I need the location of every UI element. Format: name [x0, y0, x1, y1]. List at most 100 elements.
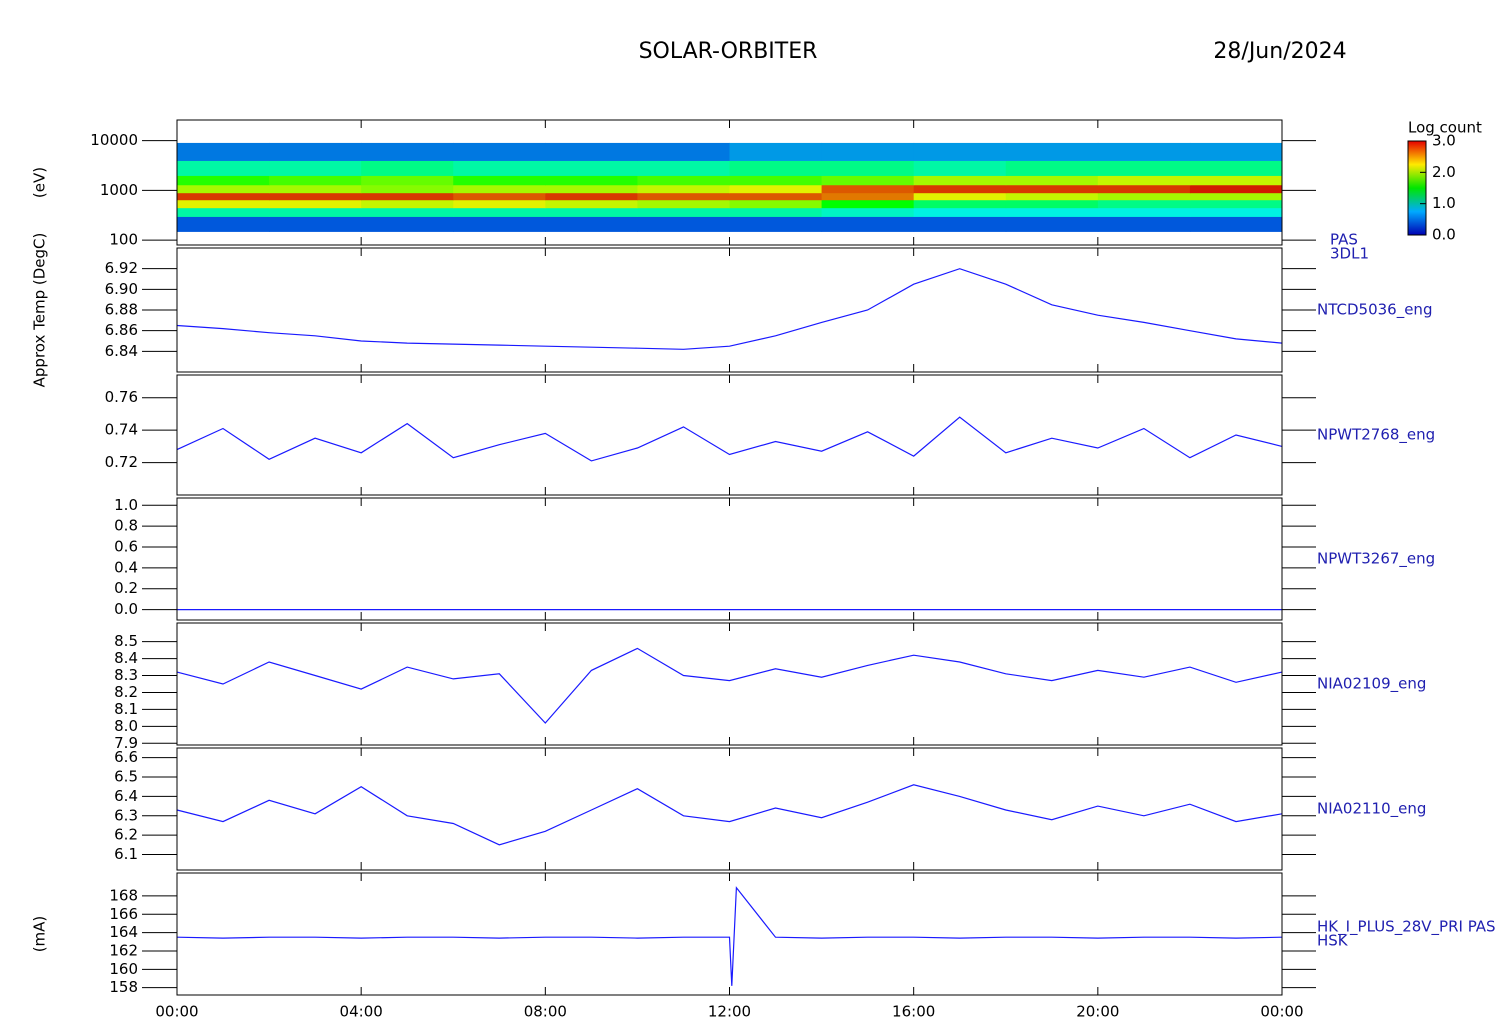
y-tick-label: 8.5 [114, 632, 138, 650]
x-tick-label: 00:00 [1260, 1003, 1303, 1020]
side-label: HSK [1317, 932, 1349, 950]
y-tick-label: 6.6 [114, 748, 138, 766]
heatmap-cell [177, 192, 270, 201]
panel-frame [176, 872, 1283, 996]
y-tick-label: 162 [109, 941, 138, 959]
y-tick-label: 0.6 [114, 538, 138, 556]
y-tick-label: 1000 [100, 181, 138, 199]
heatmap-cell [1005, 199, 1099, 209]
heatmap-cell [545, 175, 638, 186]
heatmap-cell [453, 192, 546, 201]
heatmap-cell [913, 184, 1007, 194]
colorbar-tick-label: 0.0 [1432, 226, 1456, 244]
y-tick-label: 6.92 [105, 259, 138, 277]
heatmap-cell [637, 160, 730, 176]
heatmap-cell [821, 192, 915, 201]
y-tick-label: 0.72 [105, 453, 138, 471]
colorbar-tick-label: 3.0 [1432, 132, 1456, 150]
heatmap-cell [1005, 142, 1099, 161]
heatmap-cell [453, 160, 546, 176]
y-tick-label: 1.0 [114, 496, 138, 514]
heatmap-cell [1189, 207, 1283, 217]
heatmap-cell [269, 207, 362, 217]
heatmap-cell [361, 207, 454, 217]
data-line [176, 784, 1283, 846]
heatmap-cell [545, 184, 638, 194]
heatmap-cell [637, 142, 730, 161]
heatmap-cell [1189, 175, 1283, 186]
heatmap-cell [1097, 142, 1191, 161]
side-label: PAS [1330, 231, 1358, 249]
heatmap-cell [1189, 160, 1283, 176]
panel-frame [176, 374, 1283, 496]
colorbar-tick-label: 2.0 [1432, 163, 1456, 181]
heatmap-cell [821, 199, 915, 209]
data-line [176, 416, 1283, 462]
heatmap-cell [177, 160, 270, 176]
heatmap-cell [729, 207, 823, 217]
heatmap-cell [729, 216, 823, 232]
heatmap-cell [177, 184, 270, 194]
heatmap-cell [729, 142, 823, 161]
heatmap-cell [913, 142, 1007, 161]
chart-title: SOLAR-ORBITER [639, 39, 818, 64]
y-tick-label: 6.5 [114, 768, 138, 786]
heatmap-cell [1005, 207, 1099, 217]
y-tick-label: 0.2 [114, 579, 138, 597]
heatmap-cell [821, 207, 915, 217]
x-tick-label: 12:00 [708, 1003, 751, 1020]
data-line [176, 647, 1283, 724]
heatmap-cell [1097, 216, 1191, 232]
heatmap-cell [1005, 216, 1099, 232]
y-tick-label: 164 [109, 923, 138, 941]
heatmap-cell [545, 199, 638, 209]
chart-date: 28/Jun/2024 [1213, 39, 1346, 64]
y-tick-label: 10000 [90, 131, 138, 149]
heatmap-cell [361, 160, 454, 176]
x-tick-label: 08:00 [524, 1003, 567, 1020]
side-label: NTCD5036_eng [1317, 301, 1432, 320]
heatmap-cell [545, 142, 638, 161]
heatmap-cell [1097, 199, 1191, 209]
y-axis-label: (mA) [31, 916, 49, 953]
heatmap-cell [453, 199, 546, 209]
side-label: HK_I_PLUS_28V_PRI PAS [1317, 918, 1496, 937]
heatmap-cell [453, 142, 546, 161]
panel-frame [176, 247, 1283, 373]
y-tick-label: 8.3 [114, 666, 138, 684]
y-tick-label: 160 [109, 960, 138, 978]
heatmap-cell [545, 216, 638, 232]
heatmap-cell [177, 175, 270, 186]
heatmap-cell [177, 142, 270, 161]
heatmap-cell [1189, 142, 1283, 161]
heatmap-cell [361, 184, 454, 194]
colorbar [1407, 140, 1427, 236]
heatmap-cell [637, 184, 730, 194]
heatmap-cell [1189, 199, 1283, 209]
heatmap-cell [637, 192, 730, 201]
heatmap-cell [1005, 175, 1099, 186]
heatmap-cell [1189, 184, 1283, 194]
heatmap-cell [821, 160, 915, 176]
y-tick-label: 8.0 [114, 717, 138, 735]
y-tick-label: 6.86 [105, 321, 138, 339]
heatmap-cell [1097, 160, 1191, 176]
heatmap-cell [637, 199, 730, 209]
y-tick-label: 6.84 [105, 342, 138, 360]
x-tick-label: 20:00 [1076, 1003, 1119, 1020]
heatmap-cell [637, 216, 730, 232]
y-tick-label: 7.9 [114, 734, 138, 752]
heatmap-cell [269, 175, 362, 186]
heatmap-cell [729, 175, 823, 186]
y-tick-label: 8.1 [114, 700, 138, 718]
y-tick-label: 158 [109, 978, 138, 996]
heatmap-cell [1097, 192, 1191, 201]
heatmap-cell [821, 142, 915, 161]
heatmap-cell [177, 199, 270, 209]
panel-frame [176, 497, 1283, 621]
heatmap-cell [361, 199, 454, 209]
x-tick-label: 16:00 [892, 1003, 935, 1020]
x-tick-label: 04:00 [340, 1003, 383, 1020]
heatmap-cell [453, 207, 546, 217]
heatmap-cell [1005, 184, 1099, 194]
